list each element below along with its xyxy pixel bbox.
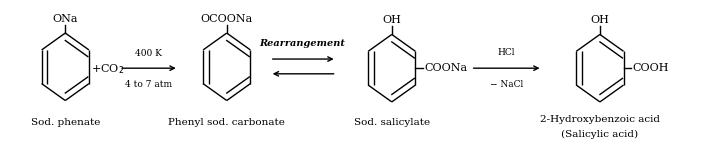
Text: Rearrangement: Rearrangement — [259, 39, 345, 48]
Text: +CO$_2$: +CO$_2$ — [91, 63, 124, 77]
Text: Sod. phenate: Sod. phenate — [31, 118, 100, 127]
Text: (Salicylic acid): (Salicylic acid) — [562, 130, 638, 139]
Text: − NaCl: − NaCl — [490, 80, 523, 89]
Text: COONa: COONa — [425, 63, 468, 73]
Text: OH: OH — [590, 15, 609, 25]
Text: Phenyl sod. carbonate: Phenyl sod. carbonate — [168, 118, 285, 127]
Text: Sod. salicylate: Sod. salicylate — [354, 118, 430, 127]
Text: 2-Hydroxybenzoic acid: 2-Hydroxybenzoic acid — [540, 115, 660, 124]
Text: COOH: COOH — [633, 63, 669, 73]
Text: OCOONa: OCOONa — [201, 14, 253, 24]
Text: 400 K: 400 K — [135, 49, 162, 58]
Text: HCl: HCl — [498, 48, 516, 57]
Text: 4 to 7 atm: 4 to 7 atm — [125, 80, 172, 89]
Text: OH: OH — [383, 15, 401, 25]
Text: ONa: ONa — [52, 14, 78, 24]
